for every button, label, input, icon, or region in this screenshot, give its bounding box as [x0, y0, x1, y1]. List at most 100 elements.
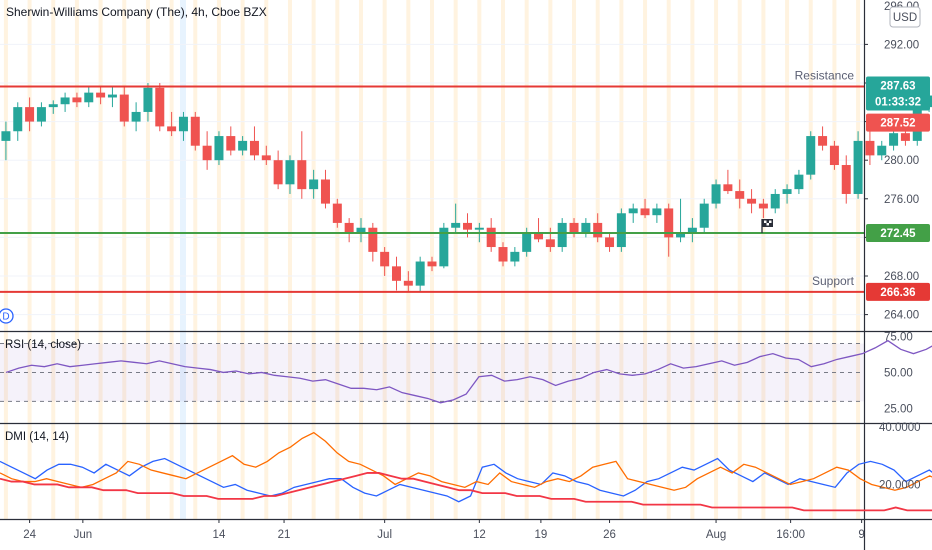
candle[interactable] [735, 179, 745, 209]
candle[interactable] [143, 82, 153, 122]
candle[interactable] [889, 131, 899, 151]
candle[interactable] [155, 82, 165, 132]
session-stripe [619, 0, 624, 519]
candle[interactable] [498, 242, 508, 267]
rsi-pane[interactable]: RSI (14, close) 75.00 50.00 25.00 [0, 331, 932, 416]
candle[interactable] [593, 213, 603, 243]
candle[interactable] [285, 155, 295, 194]
candle[interactable] [747, 189, 757, 214]
candle[interactable] [877, 140, 887, 161]
candle[interactable] [841, 155, 851, 204]
candle[interactable] [818, 126, 828, 151]
candle[interactable] [167, 111, 177, 137]
candle[interactable] [368, 222, 378, 262]
session-stripe [666, 0, 671, 519]
candle[interactable] [13, 102, 23, 141]
candle[interactable] [616, 208, 626, 252]
candle[interactable] [581, 218, 591, 238]
session-stripe [27, 0, 32, 519]
candle[interactable] [770, 189, 780, 214]
candle[interactable] [214, 131, 224, 166]
candle[interactable] [865, 131, 875, 166]
candle[interactable] [96, 86, 106, 105]
candle[interactable] [439, 222, 449, 269]
flag-icon[interactable] [761, 219, 773, 233]
candle[interactable] [403, 271, 413, 292]
candle[interactable] [640, 198, 650, 219]
candle[interactable] [72, 92, 82, 108]
candle[interactable] [107, 86, 117, 108]
candle[interactable] [1, 121, 11, 161]
candle[interactable] [628, 203, 638, 223]
candle[interactable] [332, 198, 342, 228]
session-stripe [406, 0, 411, 519]
current-price-tag[interactable]: 287.63 01:33:32 [866, 76, 930, 111]
candle[interactable] [309, 169, 319, 199]
time-tick-label: 26 [603, 529, 616, 541]
event-markers[interactable]: DE [0, 219, 932, 326]
candle[interactable] [344, 218, 354, 243]
candle[interactable] [202, 131, 212, 170]
candle[interactable] [238, 136, 248, 156]
candle[interactable] [415, 256, 425, 292]
price-lines[interactable]: Resistance Support [0, 69, 864, 293]
candle[interactable] [36, 102, 46, 127]
candle[interactable] [48, 100, 58, 114]
candle[interactable] [261, 145, 271, 166]
candle[interactable] [652, 203, 662, 223]
candle[interactable] [534, 218, 544, 243]
time-axis[interactable]: 24 Jun 14 21 Jul 12 19 26 Aug 16:00 9 [23, 519, 865, 541]
candle[interactable] [510, 247, 520, 267]
dmi-line-di[interactable] [0, 457, 932, 503]
candle[interactable] [249, 126, 259, 161]
candle-body [557, 222, 567, 248]
candle[interactable] [699, 198, 709, 233]
candle[interactable] [84, 86, 94, 108]
mid-line-tag[interactable]: 272.45 [866, 224, 930, 243]
currency-badge[interactable]: USD [889, 6, 921, 28]
candle[interactable] [557, 218, 567, 252]
support-tag[interactable]: 266.36 [866, 282, 930, 301]
candle-body [877, 145, 887, 156]
candle[interactable] [569, 218, 579, 238]
rsi-line[interactable] [5, 338, 932, 404]
candle[interactable] [320, 169, 330, 209]
dmi-line-adx[interactable] [0, 472, 932, 513]
candle[interactable] [297, 131, 307, 199]
candle[interactable] [664, 203, 674, 257]
candle[interactable] [131, 102, 141, 132]
candle[interactable] [687, 218, 697, 243]
candle[interactable] [723, 169, 733, 194]
candle[interactable] [190, 111, 200, 151]
candle[interactable] [25, 97, 35, 132]
candle[interactable] [676, 198, 686, 243]
candle[interactable] [782, 184, 792, 204]
candle[interactable] [273, 150, 283, 190]
candle[interactable] [356, 218, 366, 243]
candle[interactable] [60, 92, 70, 112]
candle[interactable] [486, 218, 496, 252]
candle[interactable] [605, 232, 615, 252]
dmi-line-di[interactable] [0, 431, 932, 491]
last-price-tag[interactable]: 287.52 [866, 113, 930, 132]
candle-body [770, 193, 780, 209]
candle[interactable] [758, 198, 768, 219]
candle[interactable] [853, 131, 863, 199]
candle[interactable] [794, 169, 804, 194]
price-axis[interactable]: 296.00292.00288.00284.00280.00276.00272.… [864, 1, 930, 322]
candle[interactable] [119, 86, 129, 127]
dmi-pane[interactable]: DMI (14, 14) 40.0000 20.0000 [0, 422, 932, 513]
candle[interactable] [391, 256, 401, 291]
candle[interactable] [711, 179, 721, 209]
candle[interactable] [545, 227, 555, 252]
candle[interactable] [178, 111, 188, 141]
candle[interactable] [829, 140, 839, 170]
candle[interactable] [806, 131, 816, 180]
candle[interactable] [380, 247, 390, 276]
candlestick-series[interactable] [1, 82, 932, 292]
candle[interactable] [226, 126, 236, 156]
candle[interactable] [451, 203, 461, 233]
candle[interactable] [427, 256, 437, 272]
dividend-marker[interactable]: D [0, 308, 14, 324]
